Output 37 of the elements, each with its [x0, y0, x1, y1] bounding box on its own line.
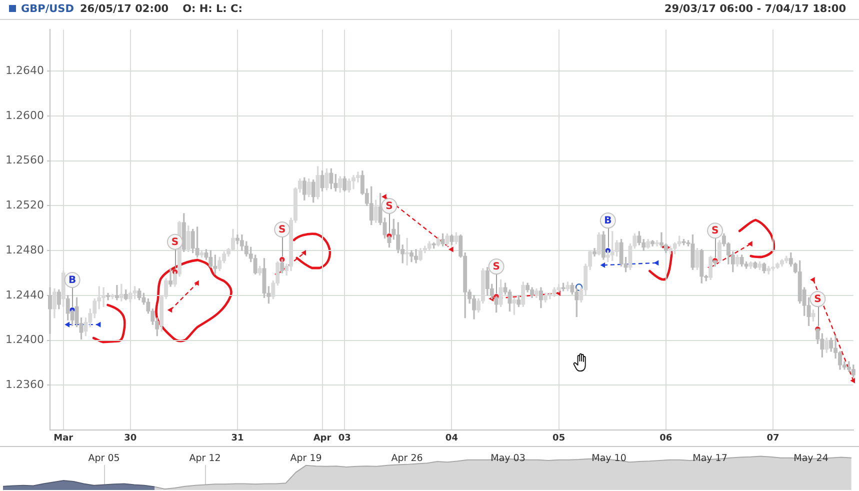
x-tick-label: Mar — [54, 434, 74, 444]
y-tick-label: 1.2360 — [6, 378, 44, 391]
x-tick-label: May 10 — [592, 452, 626, 464]
text: 26/05/17 02:00 — [80, 3, 169, 15]
x-tick-label: 05 — [552, 434, 566, 444]
y-tick-label: 1.2480 — [6, 243, 44, 256]
x-tick-label: Apr 05 — [88, 452, 120, 464]
x-tick-label: 07 — [766, 434, 780, 444]
data-label: S — [711, 226, 719, 237]
x-tick-label: Apr 26 — [391, 452, 423, 464]
x-tick-label: Apr 19 — [290, 452, 322, 464]
data-label: S — [492, 262, 500, 273]
y-tick-label: 1.2600 — [6, 108, 44, 122]
x-tick-label: Apr — [313, 434, 332, 444]
x-tick-label: 04 — [445, 434, 458, 444]
x-tick-label: May 24 — [794, 452, 828, 464]
x-tick-label: 31 — [231, 434, 244, 444]
chart-title: GBP/USD — [21, 3, 74, 15]
y-tick-label: 1.2560 — [6, 154, 44, 167]
x-tick-label: May 03 — [490, 452, 526, 464]
y-tick-label: 1.2640 — [6, 64, 44, 77]
data-label: S — [814, 294, 822, 306]
x-tick-label: Apr 12 — [189, 452, 221, 464]
x-tick-label: 03 — [338, 434, 351, 444]
x-tick-label: 06 — [660, 434, 672, 444]
data-label: B — [68, 275, 76, 286]
y-tick-label: 1.2440 — [6, 288, 44, 302]
text: 29/03/17 06:00 - 7/04/17 18:00 — [664, 2, 846, 17]
y-tick-label: 1.2400 — [6, 333, 44, 346]
x-tick-label: May 17 — [692, 452, 728, 464]
x-tick-label: 30 — [124, 434, 137, 444]
text: O: H: L: C: — [182, 3, 242, 15]
data-label: B — [604, 216, 612, 227]
data-label: S — [171, 236, 179, 248]
data-label: S — [278, 224, 286, 236]
data-label: S — [386, 201, 393, 212]
y-tick-label: 1.2520 — [6, 198, 44, 212]
